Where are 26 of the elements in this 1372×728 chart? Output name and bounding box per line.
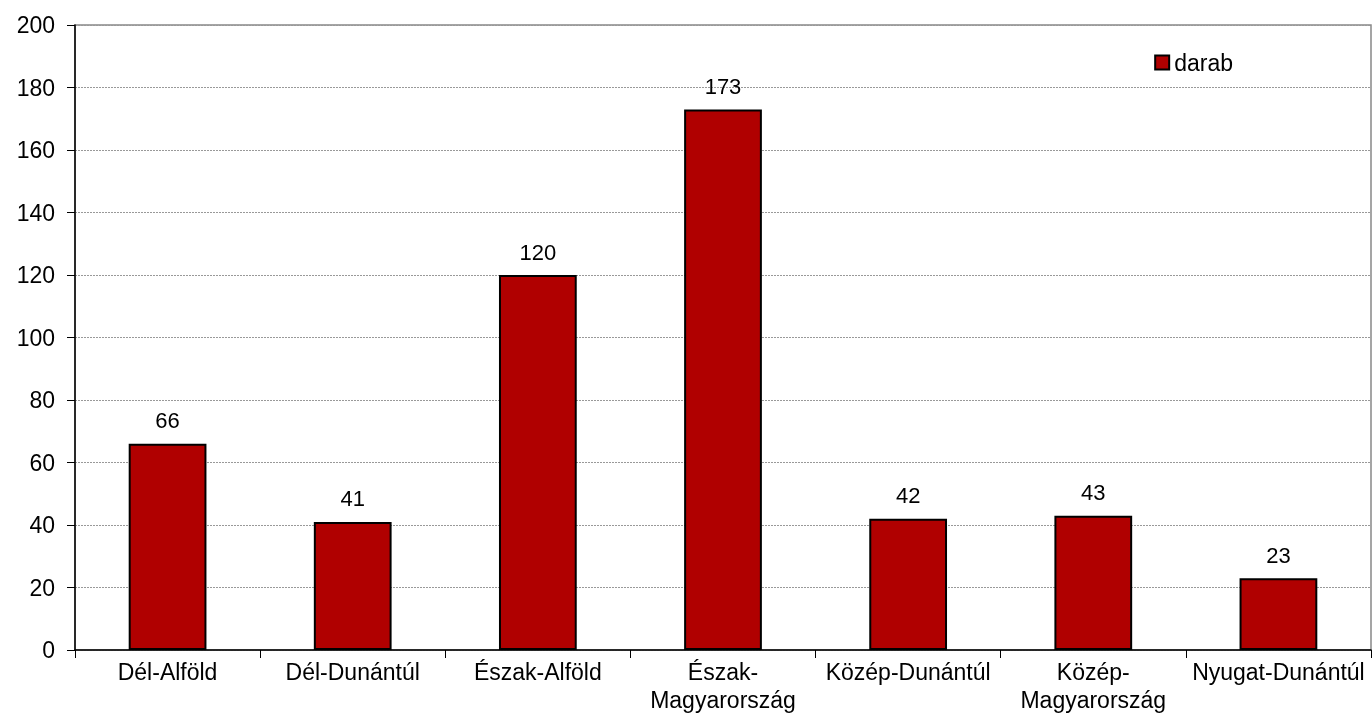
data-label: 66 [155,408,180,434]
y-tick-label: 100 [16,324,55,351]
x-tick-label: Észak-Magyarország [650,659,796,713]
data-label: 173 [704,73,742,99]
y-tick-label: 180 [16,74,55,101]
x-tick-label: Közép-Magyarország [1020,659,1167,713]
x-tick-label: Közép-Dunántúl [825,659,991,685]
data-label: 120 [519,239,557,265]
y-tick-label: 40 [29,512,55,538]
data-label: 23 [1266,542,1291,568]
x-tick-label: Nyugat-Dunántúl [1192,659,1365,685]
y-tick-label: 160 [16,137,55,163]
data-label: 41 [340,486,365,512]
legend-label: darab [1174,49,1233,76]
y-tick-label: 60 [29,449,55,476]
y-tick-label: 120 [16,262,55,288]
y-tick-label: 80 [29,387,55,413]
data-label: 42 [895,483,921,509]
y-tick-label: 0 [42,637,55,663]
y-tick-label: 200 [16,12,55,38]
x-tick-label: Észak-Alföld [473,659,602,685]
y-tick-label: 140 [16,199,55,226]
data-label: 43 [1081,480,1106,506]
x-tick-label: Dél-Dunántúl [285,659,420,685]
x-tick-label: Dél-Alföld [117,659,218,685]
y-tick-label: 20 [29,574,55,601]
